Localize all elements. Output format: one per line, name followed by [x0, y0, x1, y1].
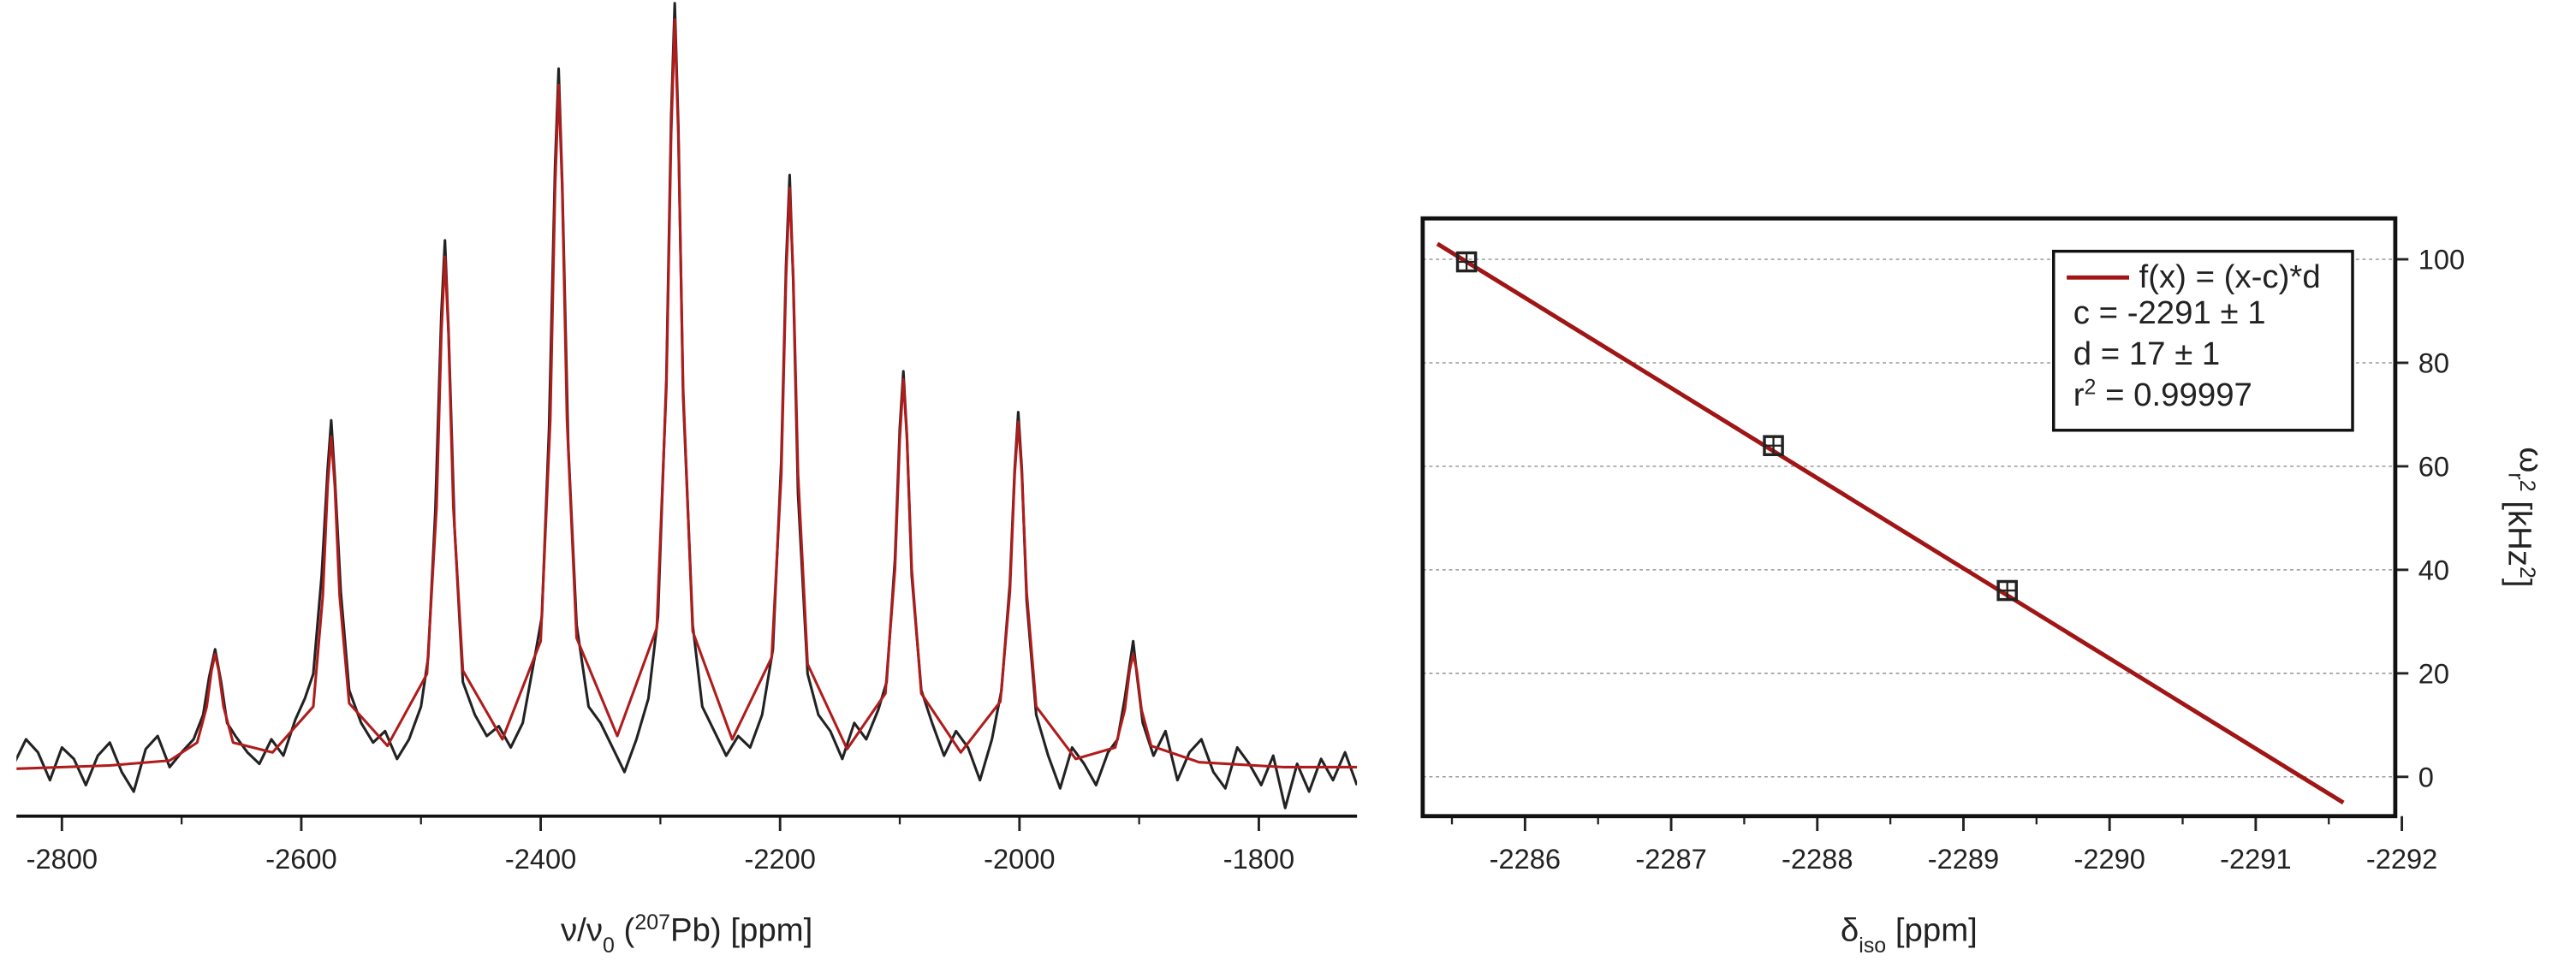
x-tick-label: -2287 — [1635, 843, 1706, 875]
data-line — [16, 2, 1358, 810]
y-axis-label-part: 2 — [2515, 567, 2539, 578]
fit-param: r2 = 0.99997 — [2073, 376, 2252, 413]
x-axis-label: ν/ν0 (207Pb) [ppm] — [561, 911, 812, 958]
marker-group — [1763, 435, 1784, 457]
y-axis-label: ωr2 [kHz2] — [2501, 447, 2549, 587]
y-tick-label: 0 — [2418, 761, 2434, 792]
marker-group — [1455, 251, 1478, 273]
data-line — [16, 18, 1358, 770]
y-axis-label-part: 2 — [2515, 480, 2539, 492]
y-axis-label-part: r — [2503, 472, 2527, 479]
fit-param-part: = 0.99997 — [2096, 377, 2252, 413]
legend-box — [2052, 249, 2354, 432]
x-tick-label: -2600 — [265, 843, 336, 875]
marker-cross — [1764, 436, 1783, 455]
x-axis-label-part: ( — [615, 912, 635, 949]
x-tick-label: -2200 — [744, 843, 815, 875]
plot-frame — [1420, 216, 2398, 819]
x-axis-label: δiso [ppm] — [1841, 912, 1978, 958]
x-tick-label: -2289 — [1928, 843, 1999, 875]
x-axis-label-part: iso — [1859, 934, 1886, 958]
fit-param: d = 17 ± 1 — [2073, 335, 2221, 372]
y-tick-label: 80 — [2418, 347, 2449, 378]
y-axis-label-part: ω — [2513, 447, 2549, 472]
x-tick-label: -2290 — [2073, 843, 2145, 875]
x-axis-label-part: 207 — [634, 911, 670, 934]
x-axis-label-part: δ — [1841, 912, 1859, 949]
fit-param: c = -2291 ± 1 — [2073, 294, 2266, 331]
x-tick-label: -1800 — [1223, 843, 1294, 875]
legend-label: f(x) = (x-c)*d — [2139, 258, 2321, 295]
x-axis-label-part: ν/ν — [561, 912, 603, 949]
y-tick-label: 40 — [2418, 554, 2449, 585]
y-tick-label: 100 — [2418, 244, 2465, 276]
x-tick-label: -2400 — [505, 843, 576, 875]
y-tick-label: 60 — [2418, 450, 2449, 482]
fit-param-part: r — [2073, 377, 2085, 413]
marker-cross — [1457, 252, 1476, 271]
y-tick-label: 20 — [2418, 657, 2449, 689]
x-axis-label-part: [ppm] — [1886, 912, 1978, 949]
fit-param-part: 2 — [2085, 376, 2097, 400]
y-axis-label-part: [kHz — [2501, 492, 2537, 567]
x-tick-label: -2286 — [1490, 843, 1561, 875]
y-axis-label-part: ] — [2501, 578, 2537, 588]
marker-group — [1996, 579, 2018, 602]
x-tick-label: -2000 — [984, 843, 1055, 875]
data-line — [1436, 241, 2345, 805]
x-tick-label: -2292 — [2366, 843, 2437, 875]
x-tick-label: -2288 — [1782, 843, 1853, 875]
x-tick-label: -2800 — [27, 843, 98, 875]
x-tick-label: -2291 — [2220, 843, 2291, 875]
x-axis-label-part: 0 — [603, 934, 615, 958]
marker-cross — [1998, 581, 2017, 600]
x-axis-label-part: Pb) [ppm] — [670, 912, 812, 949]
